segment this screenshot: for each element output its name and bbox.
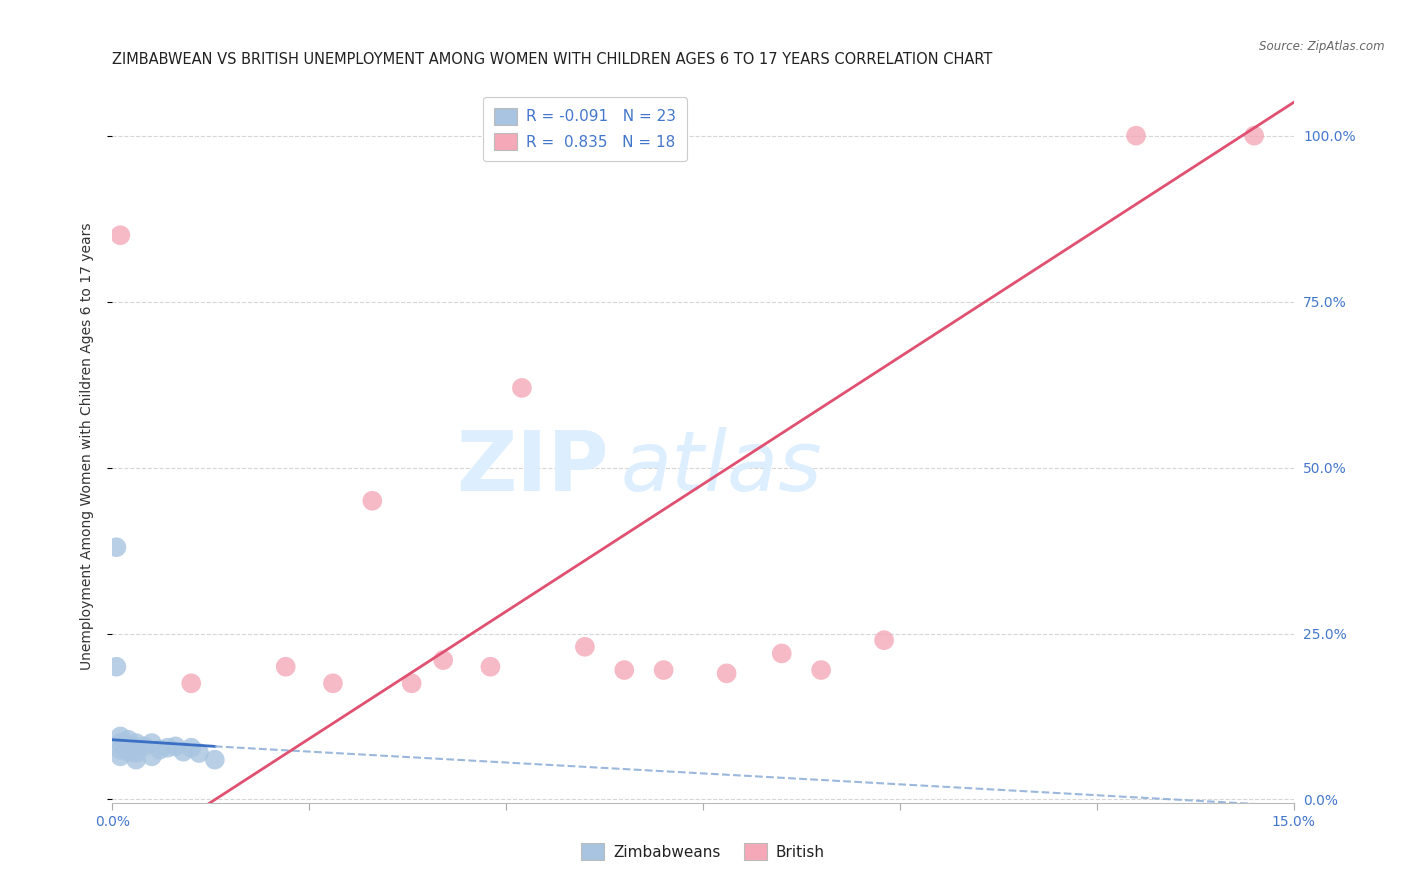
Point	[125, 753, 148, 767]
Point	[574, 640, 596, 654]
Point	[125, 736, 148, 750]
Point	[141, 736, 163, 750]
Point	[322, 676, 344, 690]
Point	[110, 736, 132, 750]
Point	[1243, 128, 1265, 143]
Point	[873, 633, 896, 648]
Point	[810, 663, 832, 677]
Point	[117, 732, 139, 747]
Legend: Zimbabweans, British: Zimbabweans, British	[575, 837, 831, 866]
Point	[204, 753, 226, 767]
Point	[165, 739, 187, 754]
Point	[770, 647, 793, 661]
Point	[149, 742, 172, 756]
Point	[716, 666, 738, 681]
Point	[132, 739, 155, 754]
Point	[125, 740, 148, 755]
Point	[110, 228, 132, 243]
Point	[180, 740, 202, 755]
Point	[172, 745, 194, 759]
Point	[274, 659, 297, 673]
Point	[110, 730, 132, 744]
Y-axis label: Unemployment Among Women with Children Ages 6 to 17 years: Unemployment Among Women with Children A…	[80, 222, 94, 670]
Point	[361, 493, 384, 508]
Point	[117, 739, 139, 754]
Point	[156, 740, 179, 755]
Point	[188, 746, 211, 760]
Point	[510, 381, 533, 395]
Point	[117, 745, 139, 759]
Point	[613, 663, 636, 677]
Point	[401, 676, 423, 690]
Point	[652, 663, 675, 677]
Point	[479, 659, 502, 673]
Point	[110, 742, 132, 756]
Point	[105, 659, 128, 673]
Point	[125, 746, 148, 760]
Text: ZIP: ZIP	[456, 427, 609, 508]
Point	[110, 749, 132, 764]
Point	[105, 540, 128, 554]
Text: atlas: atlas	[620, 427, 823, 508]
Point	[1125, 128, 1147, 143]
Text: Source: ZipAtlas.com: Source: ZipAtlas.com	[1260, 40, 1385, 54]
Point	[180, 676, 202, 690]
Point	[432, 653, 454, 667]
Text: ZIMBABWEAN VS BRITISH UNEMPLOYMENT AMONG WOMEN WITH CHILDREN AGES 6 TO 17 YEARS : ZIMBABWEAN VS BRITISH UNEMPLOYMENT AMONG…	[112, 53, 993, 67]
Point	[141, 749, 163, 764]
